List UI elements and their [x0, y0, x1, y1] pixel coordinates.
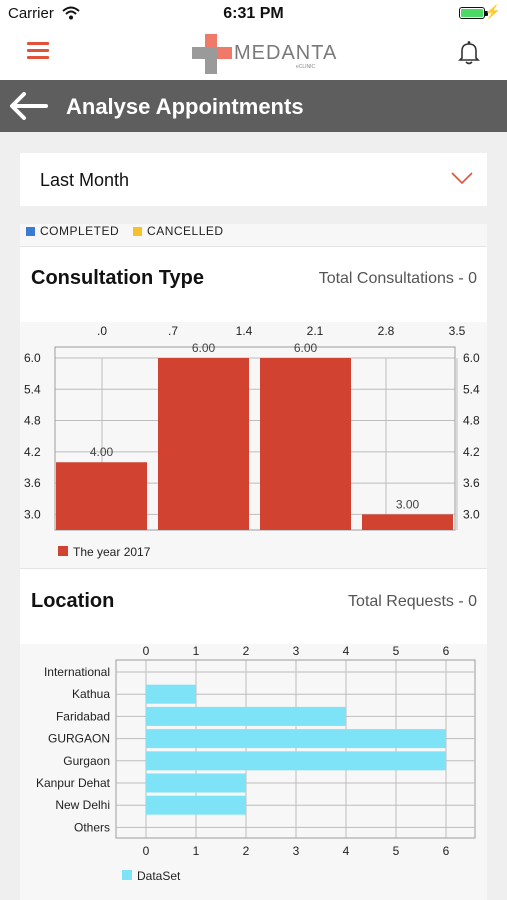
x-top-tick-label: .7	[168, 324, 178, 338]
completed-swatch	[26, 227, 35, 236]
x-top-tick-label: 3	[293, 644, 300, 658]
menu-icon[interactable]	[27, 42, 49, 60]
battery-tip	[485, 11, 488, 16]
y-tick-label-left: 4.2	[24, 445, 41, 459]
location-heading: Location	[31, 590, 115, 612]
x-top-tick-label: 6	[443, 644, 450, 658]
wifi-icon	[62, 6, 80, 25]
category-label: International	[44, 665, 110, 679]
bar	[158, 358, 249, 530]
legend-label: DataSet	[137, 869, 181, 883]
x-top-tick-label: 2.1	[307, 324, 324, 338]
legend-cancelled: CANCELLED	[133, 224, 224, 238]
x-bottom-tick-label: 4	[343, 844, 350, 858]
y-tick-label-right: 6.0	[463, 351, 480, 365]
bar-value-label: 6.00	[192, 341, 216, 355]
legend-cancelled-label: CANCELLED	[147, 224, 224, 238]
y-tick-label-right: 3.6	[463, 476, 480, 490]
app-bar: MEDANTA eCLINIC	[0, 28, 507, 80]
x-top-tick-label: 1.4	[236, 324, 253, 338]
title-bar: Analyse Appointments	[0, 80, 507, 132]
status-legend: COMPLETED CANCELLED	[26, 224, 234, 240]
legend-swatch	[58, 546, 68, 556]
x-top-tick-label: 0	[143, 644, 150, 658]
x-bottom-tick-label: 2	[243, 844, 250, 858]
x-bottom-tick-label: 1	[193, 844, 200, 858]
x-bottom-tick-label: 3	[293, 844, 300, 858]
page-title: Analyse Appointments	[66, 94, 304, 119]
y-tick-label-left: 3.6	[24, 476, 41, 490]
category-label: Kanpur Dehat	[36, 776, 111, 790]
bar-value-label: 4.00	[90, 445, 114, 459]
x-top-tick-label: 4	[343, 644, 350, 658]
logo-text: MEDANTA	[234, 42, 338, 64]
x-bottom-tick-label: 0	[143, 844, 150, 858]
x-top-tick-label: 1	[193, 644, 200, 658]
status-bar: Carrier 6:31 PM ⚡	[0, 0, 507, 28]
bar	[56, 462, 147, 530]
plot-frame	[54, 346, 456, 531]
consultation-header: Consultation Type Total Consultations - …	[20, 246, 487, 323]
battery-icon	[459, 7, 485, 19]
charging-icon: ⚡	[484, 4, 501, 19]
location-chart: 0 0 1 1 2 2 3 3 4 4 5 5 6 6 International Kathua Faridab…	[20, 644, 487, 900]
category-label: New Delhi	[55, 798, 110, 812]
category-label: Faridabad	[56, 709, 110, 723]
carrier-label: Carrier	[8, 5, 54, 22]
total-requests: Total Requests - 0	[348, 593, 477, 610]
period-dropdown[interactable]: Last Month	[20, 153, 487, 206]
category-label: Others	[74, 820, 110, 834]
clock-time: 6:31 PM	[223, 5, 284, 22]
legend-completed: COMPLETED	[26, 224, 119, 238]
x-bottom-tick-label: 6	[443, 844, 450, 858]
consultation-chart: .0 .7 1.4 2.1 2.8 3.5 3.0 3.0 3.6 3.6 4.2 4.2 4.8 4.8…	[20, 322, 487, 566]
total-consultations: Total Consultations - 0	[318, 270, 477, 287]
period-selected: Last Month	[40, 170, 130, 190]
legend-completed-label: COMPLETED	[40, 224, 120, 238]
bar	[260, 358, 351, 530]
bar-value-label: 6.00	[294, 341, 318, 355]
y-tick-label-right: 4.8	[463, 414, 480, 428]
bar	[146, 706, 346, 726]
y-tick-label-left: 4.8	[24, 414, 41, 428]
bar	[146, 795, 246, 815]
category-label: Kathua	[72, 687, 110, 701]
plot-frame	[115, 659, 476, 839]
x-top-tick-label: 2	[243, 644, 250, 658]
x-top-tick-label: 3.5	[449, 324, 466, 338]
consultation-heading: Consultation Type	[31, 267, 204, 289]
legend-swatch	[122, 870, 132, 880]
y-tick-label-left: 3.0	[24, 507, 41, 521]
y-tick-label-left: 5.4	[24, 382, 41, 396]
chevron-down-icon	[451, 171, 473, 190]
bar	[146, 751, 446, 771]
bell-icon[interactable]	[457, 40, 481, 71]
bar-value-label: 3.00	[396, 497, 420, 511]
medanta-logo: MEDANTA eCLINIC	[192, 32, 336, 76]
location-header: Location Total Requests - 0	[20, 568, 487, 645]
bar	[146, 773, 246, 793]
cancelled-swatch	[133, 227, 143, 236]
back-arrow-icon[interactable]	[8, 90, 48, 127]
x-top-tick-label: .0	[97, 324, 107, 338]
y-tick-label-right: 3.0	[463, 507, 480, 521]
category-label: Gurgaon	[63, 754, 110, 768]
x-bottom-tick-label: 5	[393, 844, 400, 858]
category-label: GURGAON	[48, 732, 110, 746]
y-tick-label-left: 6.0	[24, 351, 41, 365]
y-tick-label-right: 5.4	[463, 382, 480, 396]
bar	[146, 729, 446, 749]
bar	[362, 514, 453, 530]
x-top-tick-label: 5	[393, 644, 400, 658]
x-top-tick-label: 2.8	[378, 324, 395, 338]
logo-sub: eCLINIC	[296, 64, 316, 70]
bar	[146, 684, 196, 704]
y-tick-label-right: 4.2	[463, 445, 480, 459]
legend-label: The year 2017	[73, 545, 151, 559]
